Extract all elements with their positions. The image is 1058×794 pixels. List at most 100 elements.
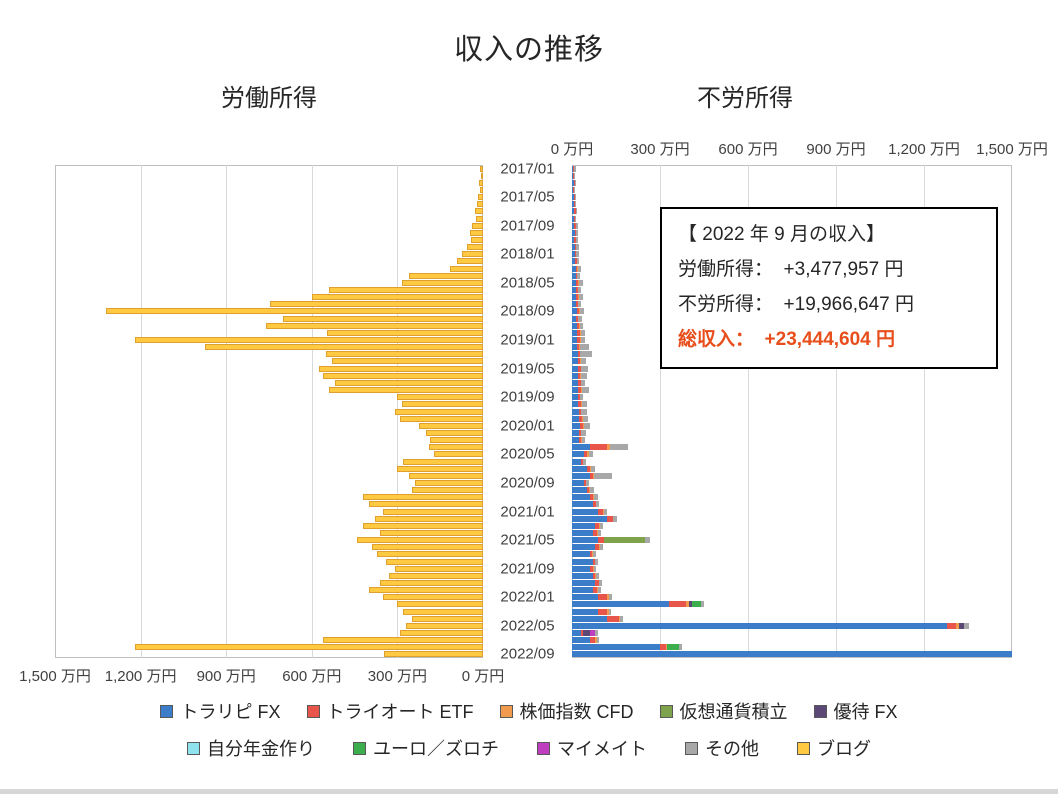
passive-income-bar-segment [574, 244, 577, 251]
passive-income-bar-segment [598, 587, 602, 594]
passive-income-bar-segment [574, 208, 576, 215]
labor-income-bar [388, 572, 483, 579]
legend-swatch-icon [160, 704, 174, 718]
passive-income-bar-segment [594, 572, 597, 579]
axis-tick-label: 1,200 万円 [888, 141, 960, 158]
passive-income-bar-segment [574, 194, 577, 201]
passive-income-bar-segment [574, 229, 576, 236]
legend-swatch-icon [306, 704, 320, 718]
passive-income-bar-segment [572, 279, 577, 286]
passive-income-bar-segment [947, 622, 957, 629]
legend-label: 株価指数 CFD [519, 702, 634, 722]
annotation-labor-income: 労働所得： +3,477,957 円 [678, 259, 904, 280]
passive-income-bar-segment [604, 508, 608, 515]
legend-swatch-icon [353, 741, 366, 755]
passive-income-bar-segment [592, 494, 594, 501]
passive-income-bar-segment [572, 222, 575, 229]
legend-item: 仮想通貨積立 [659, 698, 788, 724]
passive-income-bar-segment [573, 194, 575, 201]
passive-income-bar-segment [577, 287, 581, 294]
passive-income-bar-segment [572, 437, 580, 444]
legend-swatch-icon [659, 704, 673, 718]
passive-income-bar-segment [578, 322, 580, 329]
labor-income-bar [450, 265, 483, 272]
passive-income-bar-segment [587, 451, 589, 458]
passive-income-bar-segment [572, 651, 1012, 658]
labor-income-bar [400, 415, 483, 422]
passive-income-bar-segment [576, 301, 578, 308]
passive-income-bar-segment [592, 565, 594, 572]
passive-income-bar-segment [572, 201, 575, 208]
passive-income-bar-segment [580, 629, 584, 636]
legend-label: 優待 FX [833, 702, 898, 722]
legend-item: 優待 FX [813, 698, 898, 724]
passive-income-bar-segment [592, 501, 597, 508]
labor-income-bar [403, 458, 483, 465]
axis-tick-label: 600 万円 [282, 668, 342, 685]
passive-income-bar-segment [589, 472, 593, 479]
passive-income-bar-segment [956, 622, 959, 629]
passive-income-bar-segment [572, 529, 593, 536]
date-label: 2017/01 [500, 160, 555, 178]
legend-item: 自分年金作り [187, 735, 315, 761]
gridline [836, 165, 837, 658]
passive-income-bar-segment [578, 315, 582, 322]
passive-income-bar-segment [580, 351, 592, 358]
passive-income-bar-segment [581, 429, 586, 436]
passive-income-bar-segment [578, 387, 581, 394]
labor-income-bar [403, 608, 483, 615]
legend-label: トラリピ FX [180, 702, 281, 722]
passive-income-bar-segment [574, 215, 577, 222]
labor-income-bar [472, 222, 483, 229]
passive-income-bar-segment [572, 387, 579, 394]
passive-income-bar-segment [572, 544, 596, 551]
passive-income-bar-segment [572, 187, 574, 193]
labor-income-bar [418, 422, 483, 429]
passive-income-bar-segment [579, 415, 582, 422]
date-label: 2017/09 [500, 217, 555, 235]
gridline [141, 165, 142, 658]
passive-income-bar-segment [572, 394, 578, 401]
labor-income-bar [397, 394, 483, 401]
date-label: 2019/09 [500, 388, 555, 406]
labor-income-bar [374, 515, 483, 522]
passive-income-bar-segment [572, 494, 590, 501]
annotation-total-income: 総収入： +23,444,604 円 [678, 329, 896, 350]
passive-income-bar-segment [598, 579, 602, 586]
labor-income-bar [383, 508, 483, 515]
legend-item: トライオート ETF [306, 698, 474, 724]
passive-income-bar-segment [572, 294, 577, 301]
passive-income-bar-segment [572, 379, 579, 386]
passive-income-bar-segment [574, 165, 576, 172]
date-label: 2022/05 [500, 617, 555, 635]
passive-income-bar-segment [594, 629, 598, 636]
passive-income-bar-segment [583, 451, 588, 458]
passive-income-bar-segment [574, 187, 576, 193]
passive-income-bar-segment [679, 644, 682, 651]
labor-income-bar [428, 444, 483, 451]
passive-income-bar-segment [576, 315, 579, 322]
passive-income-bar-segment [572, 629, 581, 636]
passive-income-bar-segment [577, 301, 582, 308]
labor-income-bar [328, 287, 483, 294]
passive-income-bar-segment [576, 279, 578, 286]
passive-income-bar-segment [574, 251, 577, 258]
passive-income-bar-segment [572, 522, 596, 529]
legend: トラリピ FX トライオート ETF 株価指数 CFD 仮想通貨積立 優待 FX 自分年金… [0, 698, 1058, 772]
passive-income-bar-segment [576, 294, 579, 301]
passive-income-bar-segment [594, 494, 599, 501]
passive-income-bar-segment [572, 315, 577, 322]
passive-income-bar-segment [593, 551, 596, 558]
labor-income-bar [371, 544, 483, 551]
labor-income-bar [368, 587, 483, 594]
passive-income-bar-segment [573, 179, 575, 186]
passive-income-bar-segment [572, 472, 590, 479]
passive-income-bar-segment [577, 329, 580, 336]
labor-income-bar [480, 187, 483, 193]
passive-income-bar-segment [600, 544, 604, 551]
legend-swatch-icon [685, 741, 698, 755]
date-label: 2021/09 [500, 560, 555, 578]
passive-income-bar-segment [595, 637, 597, 644]
passive-income-bar-segment [578, 265, 582, 272]
